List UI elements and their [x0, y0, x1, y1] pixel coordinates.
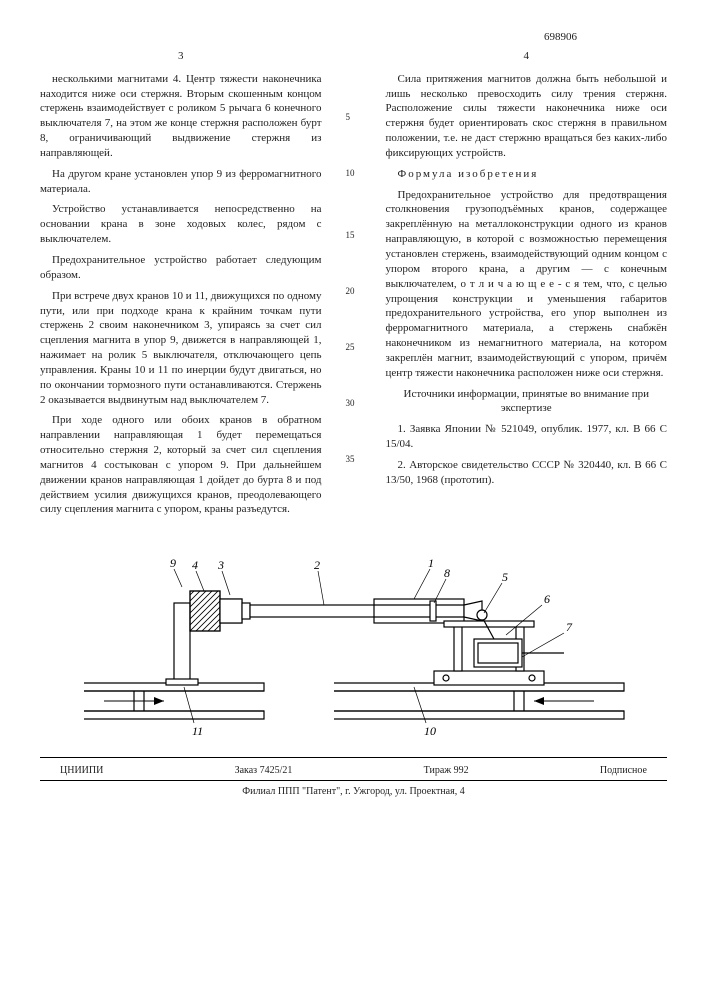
footer: ЦНИИПИ Заказ 7425/21 Тираж 992 Подписное… [40, 757, 667, 798]
svg-text:4: 4 [192, 558, 198, 572]
line-mark: 15 [346, 229, 355, 241]
para: Устройство устанавливается непосредствен… [40, 202, 322, 247]
svg-text:11: 11 [192, 724, 203, 738]
technical-drawing: 9 4 3 2 1 8 5 6 7 10 11 [74, 543, 634, 743]
footer-order: Заказ 7425/21 [235, 764, 293, 778]
patent-number: 698906 [40, 30, 667, 45]
svg-text:6: 6 [544, 592, 550, 606]
para: Предохранительное устройство работает сл… [40, 253, 322, 283]
svg-text:9: 9 [170, 556, 176, 570]
footer-sub: Подписное [600, 764, 647, 778]
line-mark: 35 [346, 453, 355, 465]
svg-text:3: 3 [217, 558, 224, 572]
line-mark: 5 [346, 111, 351, 123]
footer-line: ЦНИИПИ Заказ 7425/21 Тираж 992 Подписное [40, 762, 667, 781]
line-mark: 20 [346, 285, 355, 297]
left-column: несколькими магнитами 4. Центр тяжести н… [40, 72, 322, 518]
para: Сила притяжения магнитов должна быть неб… [386, 72, 668, 161]
line-number-gutter: 5 10 15 20 25 30 35 [346, 49, 362, 523]
svg-text:5: 5 [502, 570, 508, 584]
svg-text:1: 1 [428, 556, 434, 570]
footer-org: ЦНИИПИ [60, 764, 103, 778]
footer-tirage: Тираж 992 [424, 764, 469, 778]
para: При ходе одного или обоих кранов в обрат… [40, 413, 322, 517]
para: Предохранительное устройство для предотв… [386, 188, 668, 381]
sources-title: Источники информации, принятые во вниман… [386, 387, 668, 417]
svg-text:2: 2 [314, 558, 320, 572]
svg-text:7: 7 [566, 620, 573, 634]
right-column: Сила притяжения магнитов должна быть неб… [386, 72, 668, 488]
source-item: 2. Авторское свидетельство СССР № 320440… [386, 458, 668, 488]
text-columns: 3 несколькими магнитами 4. Центр тяжести… [40, 49, 667, 523]
para: несколькими магнитами 4. Центр тяжести н… [40, 72, 322, 161]
para: На другом кране установлен упор 9 из фер… [40, 167, 322, 197]
source-item: 1. Заявка Японии № 521049, опублик. 1977… [386, 422, 668, 452]
para: При встрече двух кранов 10 и 11, движущи… [40, 289, 322, 408]
svg-text:10: 10 [424, 724, 436, 738]
line-mark: 25 [346, 341, 355, 353]
footer-branch: Филиал ППП "Патент", г. Ужгород, ул. Про… [40, 781, 667, 799]
svg-text:8: 8 [444, 566, 450, 580]
col-num-right: 4 [386, 49, 668, 64]
col-num-left: 3 [40, 49, 322, 64]
formula-title: Формула изобретения [386, 167, 668, 182]
line-mark: 30 [346, 397, 355, 409]
line-mark: 10 [346, 167, 355, 179]
